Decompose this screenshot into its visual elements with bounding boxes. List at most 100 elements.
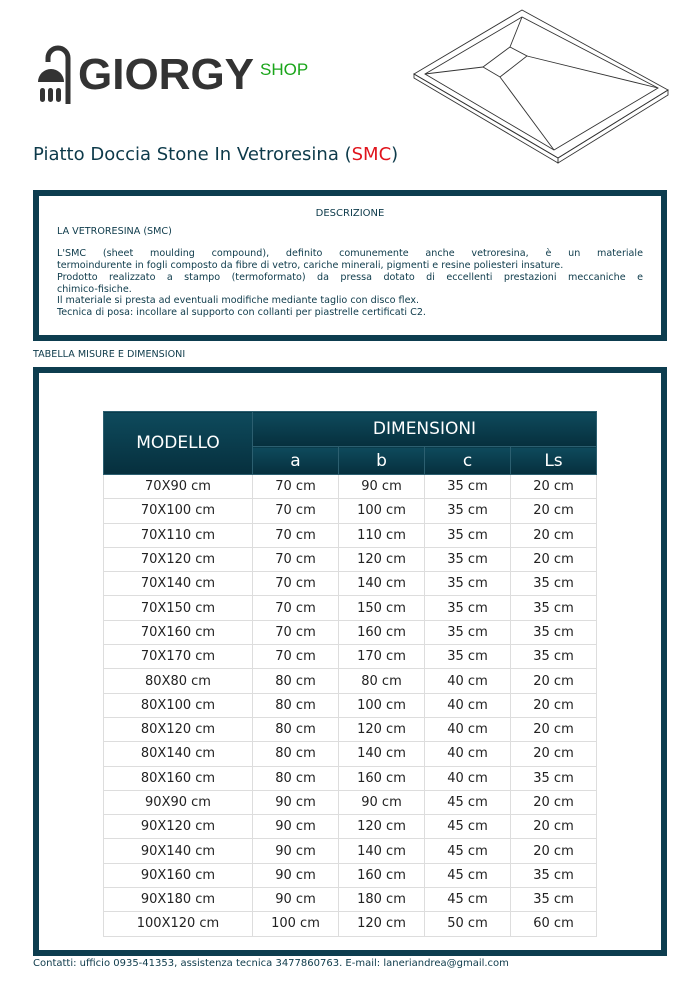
cell-dimension: 140 cm	[338, 741, 425, 767]
description-subheading: LA VETRORESINA (SMC)	[57, 225, 172, 237]
cell-model: 90X140 cm	[103, 838, 253, 864]
cell-dimension: 40 cm	[424, 741, 511, 767]
cell-model: 80X80 cm	[103, 668, 253, 694]
cell-dimension: 80 cm	[252, 716, 339, 743]
cell-dimension: 70 cm	[252, 473, 339, 500]
cell-dimension: 70 cm	[252, 619, 339, 646]
cell-model: 70X140 cm	[103, 571, 253, 597]
cell-dimension: 180 cm	[338, 887, 425, 913]
cell-dimension: 20 cm	[510, 498, 597, 524]
description-line: Tecnica di posa: incollare al supporto c…	[57, 306, 426, 318]
cell-dimension: 110 cm	[338, 522, 425, 548]
cell-model: 80X100 cm	[103, 692, 253, 718]
cell-dimension: 160 cm	[338, 862, 425, 889]
cell-model: 70X170 cm	[103, 644, 253, 670]
cell-dimension: 120 cm	[338, 814, 425, 840]
cell-model: 90X160 cm	[103, 862, 253, 889]
cell-model: 90X90 cm	[103, 789, 253, 816]
cell-model: 100X120 cm	[103, 911, 253, 937]
description-line: Il materiale si presta ad eventuali modi…	[57, 295, 420, 307]
table-row: 70X100 cm 70 cm 100 cm 35 cm 20 cm	[103, 498, 597, 524]
cell-dimension: 90 cm	[338, 473, 425, 500]
cell-dimension: 35 cm	[424, 595, 511, 621]
table-row: 70X170 cm 70 cm 170 cm 35 cm 35 cm	[103, 644, 597, 670]
cell-model: 80X140 cm	[103, 741, 253, 767]
table-row: 70X120 cm 70 cm 120 cm 35 cm 20 cm	[103, 546, 597, 573]
cell-dimension: 45 cm	[424, 789, 511, 816]
cell-dimension: 20 cm	[510, 546, 597, 573]
cell-dimension: 160 cm	[338, 765, 425, 791]
table-row: 70X150 cm 70 cm 150 cm 35 cm 35 cm	[103, 595, 597, 621]
table-row: 80X120 cm 80 cm 120 cm 40 cm 20 cm	[103, 716, 597, 743]
cell-model: 90X180 cm	[103, 887, 253, 913]
table-row: 70X140 cm 70 cm 140 cm 35 cm 35 cm	[103, 571, 597, 597]
shower-tray-drawing	[413, 9, 669, 164]
cell-dimension: 45 cm	[424, 862, 511, 889]
cell-dimension: 35 cm	[424, 644, 511, 670]
cell-model: 80X160 cm	[103, 765, 253, 791]
cell-dimension: 80 cm	[252, 765, 339, 791]
cell-model: 70X110 cm	[103, 522, 253, 548]
cell-dimension: 35 cm	[510, 595, 597, 621]
cell-dimension: 35 cm	[510, 887, 597, 913]
cell-dimension: 80 cm	[252, 668, 339, 694]
cell-model: 70X150 cm	[103, 595, 253, 621]
cell-dimension: 70 cm	[252, 571, 339, 597]
cell-dimension: 40 cm	[424, 716, 511, 743]
table-row: 80X100 cm 80 cm 100 cm 40 cm 20 cm	[103, 692, 597, 718]
cell-dimension: 80 cm	[252, 741, 339, 767]
cell-dimension: 40 cm	[424, 692, 511, 718]
cell-dimension: 70 cm	[252, 546, 339, 573]
cell-dimension: 45 cm	[424, 838, 511, 864]
header-c: c	[424, 446, 511, 475]
table-row: 90X160 cm 90 cm 160 cm 45 cm 35 cm	[103, 862, 597, 889]
cell-dimension: 20 cm	[510, 741, 597, 767]
table-row: 70X110 cm 70 cm 110 cm 35 cm 20 cm	[103, 522, 597, 548]
cell-model: 80X120 cm	[103, 716, 253, 743]
cell-dimension: 35 cm	[424, 546, 511, 573]
cell-dimension: 90 cm	[252, 887, 339, 913]
giorgy-shop-logo: GIORGY SHOP	[38, 44, 308, 106]
cell-model: 70X90 cm	[103, 473, 253, 500]
cell-dimension: 160 cm	[338, 619, 425, 646]
cell-dimension: 90 cm	[252, 814, 339, 840]
cell-dimension: 40 cm	[424, 668, 511, 694]
cell-dimension: 20 cm	[510, 473, 597, 500]
cell-dimension: 90 cm	[252, 838, 339, 864]
cell-dimension: 20 cm	[510, 789, 597, 816]
cell-dimension: 45 cm	[424, 814, 511, 840]
cell-dimension: 35 cm	[510, 765, 597, 791]
header-ls: Ls	[510, 446, 597, 475]
cell-dimension: 35 cm	[424, 522, 511, 548]
cell-dimension: 100 cm	[252, 911, 339, 937]
cell-dimension: 120 cm	[338, 546, 425, 573]
cell-dimension: 90 cm	[252, 789, 339, 816]
table-row: 70X90 cm 70 cm 90 cm 35 cm 20 cm	[103, 473, 597, 500]
cell-dimension: 70 cm	[252, 644, 339, 670]
cell-dimension: 50 cm	[424, 911, 511, 937]
cell-dimension: 100 cm	[338, 692, 425, 718]
cell-dimension: 140 cm	[338, 571, 425, 597]
cell-dimension: 60 cm	[510, 911, 597, 937]
logo-brand: GIORGY	[78, 50, 255, 99]
dimensions-table: MODELLO DIMENSIONI a b c Ls 70X90 cm 70 c…	[103, 411, 597, 937]
header-a: a	[252, 446, 339, 475]
cell-dimension: 35 cm	[510, 644, 597, 670]
cell-dimension: 35 cm	[510, 619, 597, 646]
cell-dimension: 35 cm	[424, 571, 511, 597]
cell-dimension: 140 cm	[338, 838, 425, 864]
contact-footer: Contatti: ufficio 0935-41353, assistenza…	[33, 958, 509, 969]
table-row: 90X90 cm 90 cm 90 cm 45 cm 20 cm	[103, 789, 597, 816]
table-row: 90X120 cm 90 cm 120 cm 45 cm 20 cm	[103, 814, 597, 840]
cell-dimension: 20 cm	[510, 668, 597, 694]
cell-model: 70X120 cm	[103, 546, 253, 573]
cell-dimension: 35 cm	[510, 571, 597, 597]
cell-model: 90X120 cm	[103, 814, 253, 840]
description-box: DESCRIZIONE LA VETRORESINA (SMC) L'SMC (…	[33, 190, 667, 341]
cell-model: 70X100 cm	[103, 498, 253, 524]
header-model: MODELLO	[103, 411, 253, 475]
cell-dimension: 20 cm	[510, 522, 597, 548]
cell-dimension: 35 cm	[424, 619, 511, 646]
title-accent: SMC	[351, 144, 392, 165]
cell-dimension: 80 cm	[252, 692, 339, 718]
